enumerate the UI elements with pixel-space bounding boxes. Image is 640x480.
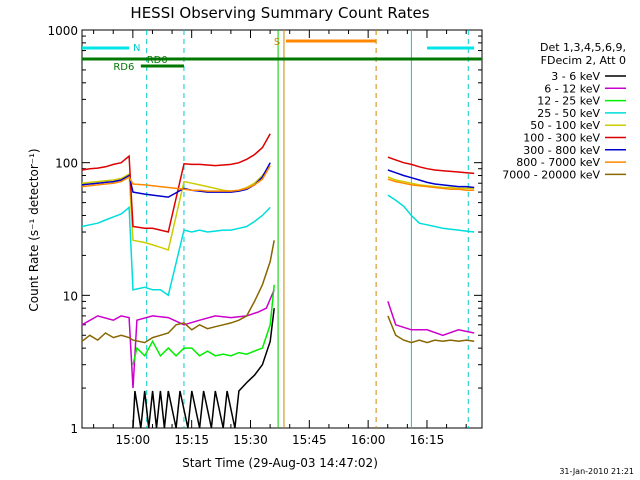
- series-line-8: [81, 240, 275, 344]
- legend-label: 25 - 50 keV: [537, 107, 600, 120]
- y-tick-label: 1: [70, 422, 78, 436]
- flag-label-rd6: RD6: [113, 62, 134, 73]
- legend-label: 12 - 25 keV: [537, 95, 600, 108]
- x-tick-label: 15:15: [174, 433, 209, 447]
- series-lines: [81, 133, 475, 429]
- series-line-5: [387, 156, 475, 175]
- x-axis-label: Start Time (29-Aug-03 14:47:02): [182, 456, 378, 470]
- x-tick-label: 16:15: [410, 433, 445, 447]
- legend-label: 3 - 6 keV: [551, 70, 600, 83]
- y-tick-label: 100: [55, 157, 78, 171]
- series-line-6: [81, 162, 271, 198]
- series-line-7: [81, 165, 271, 192]
- series-line-5: [81, 133, 271, 233]
- x-axis: 15:00 15:15 15:30 15:45 16:00 16:15: [93, 30, 467, 447]
- series-line-8: [387, 315, 475, 344]
- series-line-7: [387, 178, 475, 191]
- legend-header-1: Det 1,3,4,5,6,9,: [540, 41, 626, 54]
- legend: Det 1,3,4,5,6,9, FDecim 2, Att 0 3 - 6 k…: [502, 41, 626, 181]
- vertical-markers: [146, 30, 469, 428]
- x-tick-label: 15:45: [292, 433, 327, 447]
- x-tick-label: 16:00: [351, 433, 386, 447]
- y-axis-label: Count Rate (s⁻¹ detector⁻¹): [27, 148, 41, 311]
- legend-label: 50 - 100 keV: [530, 119, 600, 132]
- footer-date: 31-Jan-2010 21:21: [559, 467, 634, 476]
- series-line-4: [387, 176, 475, 190]
- plot-frame: [81, 29, 483, 429]
- flag-label-night: N: [133, 43, 140, 54]
- series-line-4: [81, 165, 271, 251]
- series-line-2: [132, 284, 275, 365]
- series-line-3: [81, 205, 271, 297]
- y-tick-label: 1000: [47, 24, 78, 38]
- legend-label: 800 - 7000 keV: [516, 156, 600, 169]
- legend-label: 7000 - 20000 keV: [502, 168, 600, 181]
- series-line-0: [132, 308, 275, 429]
- y-tick-label: 10: [63, 289, 78, 303]
- chart-title: HESSI Observing Summary Count Rates: [130, 4, 429, 22]
- series-line-6: [387, 169, 475, 189]
- legend-label: 100 - 300 keV: [523, 132, 600, 145]
- flag-label-rd0: RD0: [147, 55, 168, 66]
- x-tick-label: 15:30: [233, 433, 268, 447]
- flag-bars: N S RD6 RD0: [82, 37, 482, 73]
- legend-header-2: FDecim 2, Att 0: [541, 54, 626, 67]
- series-line-1: [387, 301, 475, 337]
- series-line-1: [81, 289, 275, 389]
- series-line-3: [387, 194, 475, 233]
- legend-label: 6 - 12 keV: [544, 82, 600, 95]
- x-tick-label: 15:00: [116, 433, 151, 447]
- flag-label-saa: S: [274, 37, 280, 48]
- y-axis: 1 10 100 1000: [47, 24, 482, 436]
- legend-label: 300 - 800 keV: [523, 144, 600, 157]
